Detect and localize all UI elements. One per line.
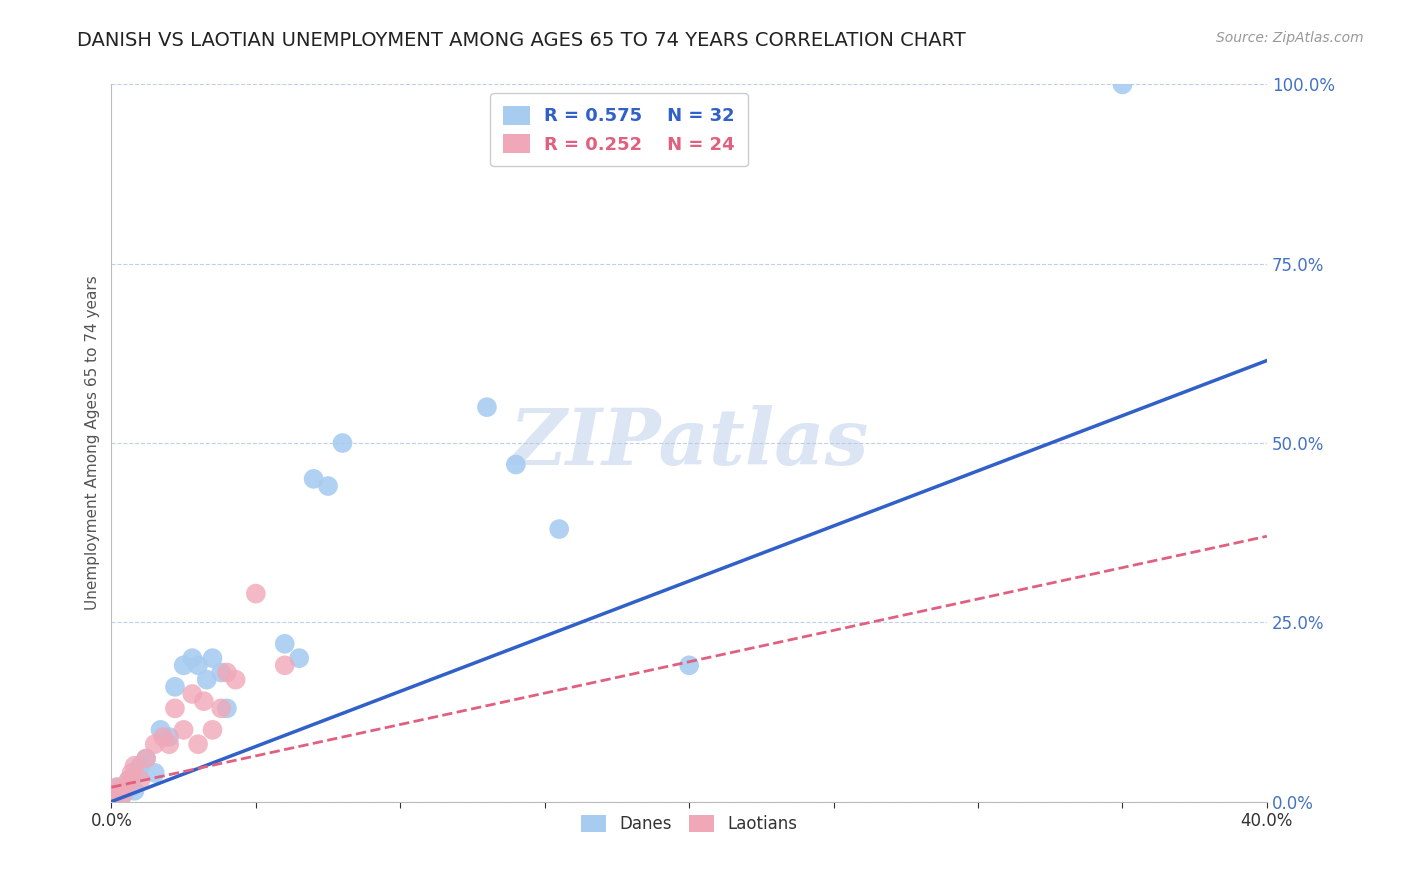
Point	[187, 737, 209, 751]
Point	[103, 788, 125, 802]
Point	[118, 773, 141, 788]
Point	[135, 751, 157, 765]
Point	[225, 673, 247, 687]
Point	[111, 788, 134, 802]
Point	[548, 522, 571, 536]
Point	[181, 651, 204, 665]
Point	[129, 758, 152, 772]
Point	[115, 780, 138, 795]
Point	[505, 458, 527, 472]
Point	[209, 665, 232, 680]
Legend: Danes, Laotians: Danes, Laotians	[571, 805, 807, 844]
Point	[118, 773, 141, 788]
Point	[201, 723, 224, 737]
Point	[193, 694, 215, 708]
Point	[163, 701, 186, 715]
Point	[181, 687, 204, 701]
Point	[209, 701, 232, 715]
Point	[152, 730, 174, 744]
Point	[127, 765, 149, 780]
Point	[115, 780, 138, 795]
Point	[163, 680, 186, 694]
Point	[274, 658, 297, 673]
Point	[143, 737, 166, 751]
Point	[173, 723, 195, 737]
Point	[215, 701, 238, 715]
Point	[105, 780, 128, 795]
Point	[678, 658, 700, 673]
Text: Source: ZipAtlas.com: Source: ZipAtlas.com	[1216, 31, 1364, 45]
Point	[108, 784, 131, 798]
Text: ZIPatlas: ZIPatlas	[509, 405, 869, 482]
Point	[195, 673, 218, 687]
Point	[332, 436, 354, 450]
Point	[316, 479, 339, 493]
Text: DANISH VS LAOTIAN UNEMPLOYMENT AMONG AGES 65 TO 74 YEARS CORRELATION CHART: DANISH VS LAOTIAN UNEMPLOYMENT AMONG AGE…	[77, 31, 966, 50]
Point	[108, 784, 131, 798]
Point	[129, 773, 152, 788]
Point	[215, 665, 238, 680]
Point	[124, 784, 146, 798]
Point	[245, 586, 267, 600]
Point	[475, 400, 498, 414]
Point	[1111, 78, 1133, 92]
Point	[135, 751, 157, 765]
Y-axis label: Unemployment Among Ages 65 to 74 years: Unemployment Among Ages 65 to 74 years	[86, 276, 100, 610]
Point	[121, 765, 143, 780]
Point	[157, 730, 180, 744]
Point	[111, 788, 134, 802]
Point	[124, 758, 146, 772]
Point	[105, 780, 128, 795]
Point	[302, 472, 325, 486]
Point	[103, 788, 125, 802]
Point	[288, 651, 311, 665]
Point	[173, 658, 195, 673]
Point	[121, 780, 143, 795]
Point	[143, 765, 166, 780]
Point	[187, 658, 209, 673]
Point	[149, 723, 172, 737]
Point	[274, 637, 297, 651]
Point	[157, 737, 180, 751]
Point	[201, 651, 224, 665]
